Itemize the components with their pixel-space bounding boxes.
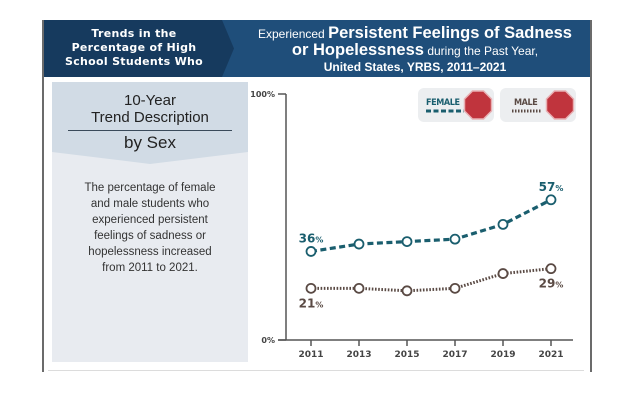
panel-title: 10-Year Trend Description	[52, 92, 248, 126]
description-line: hopelessness increased	[88, 246, 212, 258]
trend-description-panel: 10-Year Trend Description by Sex The per…	[52, 82, 248, 362]
panel-description: The percentage of female and male studen…	[64, 180, 236, 276]
data-point	[305, 282, 317, 294]
x-tick-label: 2011	[298, 350, 323, 360]
title-emphasis: or Hopelessness	[291, 41, 424, 59]
description-line: feelings of sadness or	[94, 230, 206, 242]
legend-item-female: FEMALE	[418, 88, 494, 122]
title-subline: United States, YRBS, 2011–2021	[323, 60, 507, 74]
data-point	[449, 233, 461, 245]
data-point	[401, 236, 413, 248]
banner-left-line: Percentage of High	[71, 41, 197, 54]
legend-swatch-male	[512, 109, 542, 113]
series-line	[310, 198, 552, 254]
data-point	[449, 282, 461, 294]
data-label: 36%	[299, 231, 324, 245]
data-point	[305, 246, 317, 257]
series-line	[311, 267, 552, 293]
data-point	[353, 238, 365, 250]
panel-divider	[68, 130, 232, 131]
banner-left-line: School Students Who	[64, 55, 204, 68]
banner-left-line: Trends in the	[91, 27, 177, 40]
data-point	[497, 218, 509, 230]
description-line: from 2011 to 2021.	[102, 262, 198, 274]
data-label: 57%	[539, 180, 564, 194]
x-tick-label: 2013	[346, 350, 371, 360]
series-female: 36% 57%	[299, 180, 564, 257]
title-suffix: during the Past Year,	[427, 44, 539, 58]
title-prefix: Experienced	[258, 27, 325, 41]
bottom-divider	[48, 370, 584, 371]
panel-title-line: 10-Year	[124, 92, 176, 109]
panel-header: 10-Year Trend Description by Sex	[52, 82, 248, 164]
data-point	[545, 194, 557, 206]
y-tick-label-max: 100%	[250, 90, 275, 99]
x-tick-label: 2017	[442, 350, 467, 360]
legend-label-male: MALE	[514, 98, 538, 108]
title-emphasis: Persistent Feelings of Sadness	[328, 24, 572, 42]
series-layer: 36% 57% 21% 29%	[299, 180, 564, 311]
legend-label-female: FEMALE	[426, 98, 460, 108]
data-point	[497, 268, 509, 279]
infographic-frame: Trends in the Percentage of High School …	[42, 20, 592, 372]
x-tick-label: 2021	[538, 350, 563, 360]
description-line: and male students who	[90, 198, 210, 210]
data-label: 21%	[299, 296, 324, 310]
x-ticks: 2011 2013 2015 2017 2019 2021	[298, 340, 564, 360]
header-banner: Trends in the Percentage of High School …	[44, 20, 590, 77]
description-line: The percentage of female	[84, 182, 216, 194]
y-tick-label-min: 0%	[261, 336, 275, 345]
data-point	[353, 282, 365, 294]
stop-sign-icon	[463, 90, 493, 120]
x-tick-label: 2015	[394, 350, 419, 360]
banner-left-title: Trends in the Percentage of High School …	[44, 27, 224, 69]
data-point	[401, 285, 413, 297]
panel-subtitle: by Sex	[124, 133, 176, 152]
banner-left-chevron: Trends in the Percentage of High School …	[44, 20, 234, 77]
data-point	[545, 263, 557, 275]
stop-sign-icon	[545, 90, 575, 120]
description-line: experienced persistent	[92, 214, 208, 226]
series-male: 21% 29%	[299, 263, 564, 310]
legend-item-male: MALE	[500, 88, 576, 122]
chart-title: Experienced Persistent Feelings of Sadne…	[240, 25, 590, 75]
data-label: 29%	[539, 277, 564, 291]
x-tick-label: 2019	[490, 350, 515, 360]
panel-title-line: Trend Description	[91, 109, 209, 126]
legend-swatch-female	[426, 109, 464, 113]
